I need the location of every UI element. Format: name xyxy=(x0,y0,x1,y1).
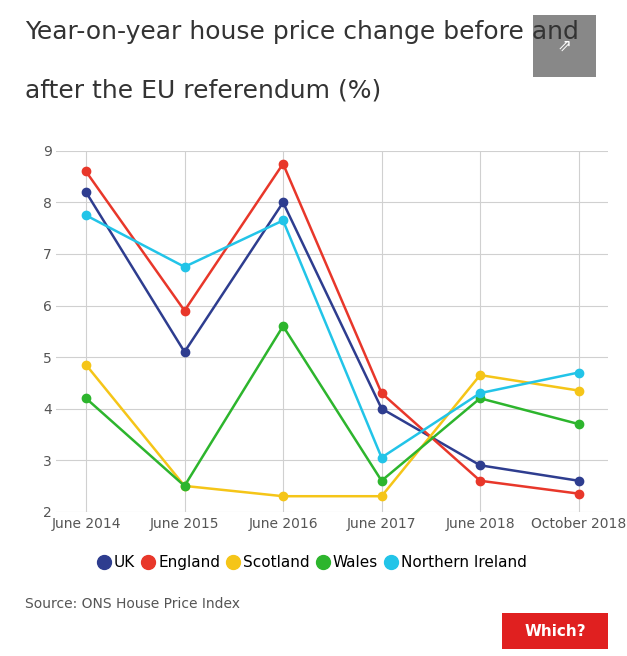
Text: Source: ONS House Price Index: Source: ONS House Price Index xyxy=(25,597,240,611)
Legend: UK, England, Scotland, Wales, Northern Ireland: UK, England, Scotland, Wales, Northern I… xyxy=(94,549,533,576)
Circle shape xyxy=(536,18,593,74)
Text: Which?: Which? xyxy=(524,624,586,639)
Text: after the EU referendum (%): after the EU referendum (%) xyxy=(25,79,381,103)
Text: ⇗: ⇗ xyxy=(557,37,571,55)
Text: Year-on-year house price change before and: Year-on-year house price change before a… xyxy=(25,20,579,44)
